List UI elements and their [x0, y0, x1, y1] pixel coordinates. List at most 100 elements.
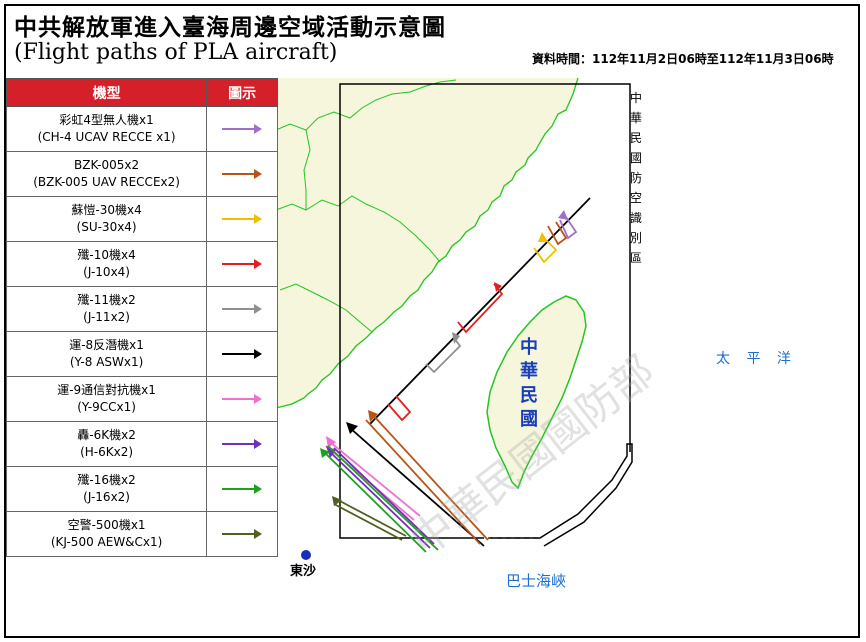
legend-type-cell: 運-9通信對抗機x1 (Y-9CCx1) — [5, 376, 208, 422]
legend-type-en: (CH-4 UCAV RECCE x1) — [37, 130, 176, 144]
h6k-arrowhead — [326, 446, 336, 458]
legend-type-zh: 空警-500機x1 — [67, 518, 146, 532]
arrow-icon-head — [254, 259, 263, 269]
j16-arrowhead — [320, 448, 330, 458]
province-boundary — [303, 129, 311, 210]
arrow-icon-head — [254, 169, 263, 179]
adiz-boundary-se — [490, 443, 633, 547]
legend-type-zh: 彩虹4型無人機x1 — [59, 113, 154, 127]
legend-type-zh: BZK-005x2 — [74, 158, 140, 172]
bzk005-flight-path-3 — [365, 419, 481, 545]
bzk005-flight-path-2 — [371, 413, 489, 541]
bzk005-flight-path — [547, 221, 568, 246]
legend-row: 轟-6K機x2 (H-6Kx2) — [5, 421, 278, 467]
arrow-icon-head — [254, 349, 263, 359]
legend-icon-cell — [206, 241, 278, 287]
legend-type-zh: 運-8反潛機x1 — [69, 338, 144, 352]
legend-type-cell: 蘇愷-30機x4 (SU-30x4) — [5, 196, 208, 242]
legend-row: 運-9通信對抗機x1 (Y-9CCx1) — [5, 376, 278, 422]
arrow-icon-head — [254, 394, 263, 404]
legend-header-type: 機型 — [5, 78, 208, 107]
legend-row: 殲-16機x2 (J-16x2) — [5, 466, 278, 512]
j11-arrowhead — [452, 332, 460, 344]
arrow-icon — [222, 484, 263, 494]
legend-icon-cell — [206, 331, 278, 377]
su30-flight-path — [533, 237, 558, 264]
j11-flight-path — [425, 337, 462, 374]
legend-row: 蘇愷-30機x4 (SU-30x4) — [5, 196, 278, 242]
bashi-channel-label: 巴士海峽 — [506, 572, 567, 590]
legend-row: 運-8反潛機x1 (Y-8 ASWx1) — [5, 331, 278, 377]
legend-type-zh: 蘇愷-30機x4 — [71, 203, 142, 217]
legend-type-cell: 轟-6K機x2 (H-6Kx2) — [5, 421, 208, 467]
legend-icon-cell — [206, 376, 278, 422]
arrow-icon-head — [254, 484, 263, 494]
kj500-flight-path — [333, 499, 407, 541]
legend-type-en: (KJ-500 AEW&Cx1) — [50, 535, 163, 549]
legend-icon-cell — [206, 286, 278, 332]
data-time: 資料時間：112年11月2日06時至112年11月3日06時 — [532, 52, 834, 66]
kj500-arrowhead — [332, 496, 342, 506]
j10-flight-path-2 — [387, 395, 412, 422]
legend-icon-cell — [206, 466, 278, 512]
arrow-icon — [222, 394, 263, 404]
su30-arrowhead — [538, 232, 548, 242]
legend-icon-cell — [206, 106, 278, 152]
arrow-icon-head — [254, 529, 263, 539]
y9cc-arrowhead — [326, 436, 336, 448]
taiwan-label: 中華民國 — [520, 337, 538, 430]
ch4-uav-arrowhead — [558, 210, 568, 220]
legend-type-zh: 殲-11機x2 — [77, 293, 136, 307]
province-boundary — [275, 195, 441, 263]
legend-row: 空警-500機x1 (KJ-500 AEW&Cx1) — [5, 511, 278, 557]
arrow-icon — [222, 124, 263, 134]
legend-icon-cell — [206, 421, 278, 467]
province-boundary — [279, 283, 373, 333]
legend-type-cell: 殲-10機x4 (J-10x4) — [5, 241, 208, 287]
legend-type-en: (BZK-005 UAV RECCEx2) — [33, 175, 180, 189]
legend-row: BZK-005x2 (BZK-005 UAV RECCEx2) — [5, 151, 278, 197]
j10-flight-path — [457, 283, 504, 334]
legend-row: 彩虹4型無人機x1 (CH-4 UCAV RECCE x1) — [5, 106, 278, 152]
ch4-uav-flight-path — [559, 213, 578, 240]
j10-arrowhead — [494, 282, 502, 292]
arrow-icon-head — [254, 439, 263, 449]
legend-type-zh: 殲-16機x2 — [77, 473, 136, 487]
y8-asw-arrowhead — [346, 422, 358, 434]
legend-type-en: (J-11x2) — [83, 310, 130, 324]
legend-type-cell: BZK-005x2 (BZK-005 UAV RECCEx2) — [5, 151, 208, 197]
legend-type-en: (SU-30x4) — [76, 220, 137, 234]
arrow-icon-head — [254, 304, 263, 314]
legend-type-cell: 彩虹4型無人機x1 (CH-4 UCAV RECCE x1) — [5, 106, 208, 152]
legend-type-zh: 轟-6K機x2 — [77, 428, 136, 442]
dongsha-label: 東沙 — [290, 564, 317, 579]
pacific-ocean-label: 太 平 洋 — [716, 351, 797, 367]
legend-type-en: (H-6Kx2) — [80, 445, 134, 459]
legend-type-cell: 運-8反潛機x1 (Y-8 ASWx1) — [5, 331, 208, 377]
taiwan-island — [486, 295, 587, 490]
arrow-icon-head — [254, 214, 263, 224]
legend-type-en: (Y-9CCx1) — [77, 400, 136, 414]
dongsha-dot — [301, 550, 311, 560]
legend-row: 殲-11機x2 (J-11x2) — [5, 286, 278, 332]
arrow-icon — [222, 169, 263, 179]
arrow-icon — [222, 259, 263, 269]
title-zh: 中共解放軍進入臺海周邊空域活動示意圖 — [14, 14, 446, 41]
legend-type-en: (J-16x2) — [83, 490, 130, 504]
mainland-china-coastline — [275, 77, 579, 409]
legend-icon-cell — [206, 511, 278, 557]
h6k-flight-path — [329, 447, 435, 549]
adiz-boundary — [339, 83, 631, 539]
legend-icon-cell — [206, 151, 278, 197]
j16-flight-path — [323, 445, 439, 553]
arrow-icon — [222, 214, 263, 224]
arrow-icon — [222, 349, 263, 359]
title-en: (Flight paths of PLA aircraft) — [14, 40, 338, 65]
legend-type-cell: 殲-11機x2 (J-11x2) — [5, 286, 208, 332]
legend-type-cell: 殲-16機x2 (J-16x2) — [5, 466, 208, 512]
legend-type-en: (J-10x4) — [83, 265, 130, 279]
legend-icon-cell — [206, 196, 278, 242]
bzk005-arrowhead — [368, 410, 378, 422]
legend-table: 機型 圖示 彩虹4型無人機x1 (CH-4 UCAV RECCE x1) BZK-… — [5, 78, 278, 557]
